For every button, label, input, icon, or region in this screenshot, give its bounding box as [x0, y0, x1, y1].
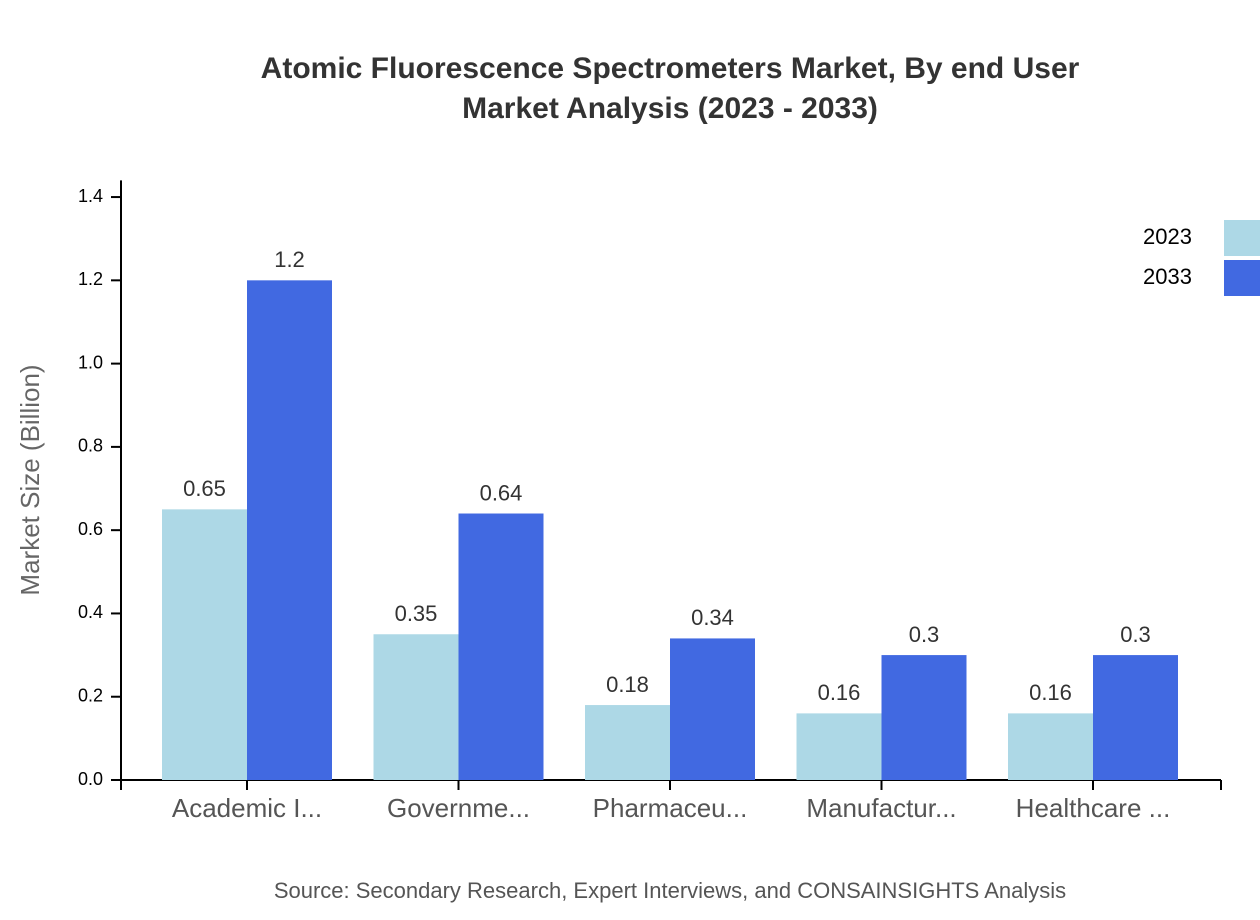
- y-axis-label: Market Size (Billion): [15, 364, 45, 595]
- value-label: 0.64: [480, 480, 523, 505]
- x-tick-label: Manufactur...: [806, 793, 956, 823]
- bar: [670, 638, 755, 780]
- bar: [373, 634, 459, 780]
- chart-title: Atomic Fluorescence Spectrometers Market…: [261, 52, 1080, 85]
- legend-swatch: [1224, 260, 1260, 296]
- value-label: 1.2: [274, 247, 305, 272]
- x-tick-label: Pharmaceu...: [593, 793, 748, 823]
- value-label: 0.3: [909, 622, 940, 647]
- bar: [881, 655, 967, 780]
- legend-swatch: [1224, 220, 1260, 256]
- value-label: 0.16: [818, 680, 861, 705]
- value-label: 0.3: [1120, 622, 1151, 647]
- bar: [162, 509, 247, 780]
- bar: [585, 705, 670, 780]
- x-tick-label: Governme...: [387, 793, 530, 823]
- y-tick-label: 0.4: [78, 602, 103, 622]
- value-label: 0.35: [395, 601, 438, 626]
- x-tick-label: Healthcare ...: [1016, 793, 1171, 823]
- bar: [247, 280, 332, 780]
- value-label: 0.65: [183, 476, 226, 501]
- y-tick-label: 0.8: [78, 436, 103, 456]
- bar: [1093, 655, 1178, 780]
- y-tick-label: 1.2: [78, 269, 103, 289]
- legend-label: 2033: [1143, 264, 1192, 289]
- bar: [1008, 713, 1093, 780]
- bar: [458, 513, 544, 780]
- y-tick-label: 0.2: [78, 685, 103, 705]
- value-label: 0.16: [1029, 680, 1072, 705]
- bar: [796, 713, 882, 780]
- y-tick-label: 0.6: [78, 519, 103, 539]
- source-note: Source: Secondary Research, Expert Inter…: [274, 878, 1066, 903]
- value-label: 0.34: [691, 605, 734, 630]
- y-tick-label: 0.0: [78, 769, 103, 789]
- y-tick-label: 1.0: [78, 352, 103, 372]
- x-tick-label: Academic I...: [172, 793, 322, 823]
- chart-title: Market Analysis (2023 - 2033): [462, 92, 878, 125]
- value-label: 0.18: [606, 672, 649, 697]
- y-tick-label: 1.4: [78, 186, 103, 206]
- legend-label: 2023: [1143, 224, 1192, 249]
